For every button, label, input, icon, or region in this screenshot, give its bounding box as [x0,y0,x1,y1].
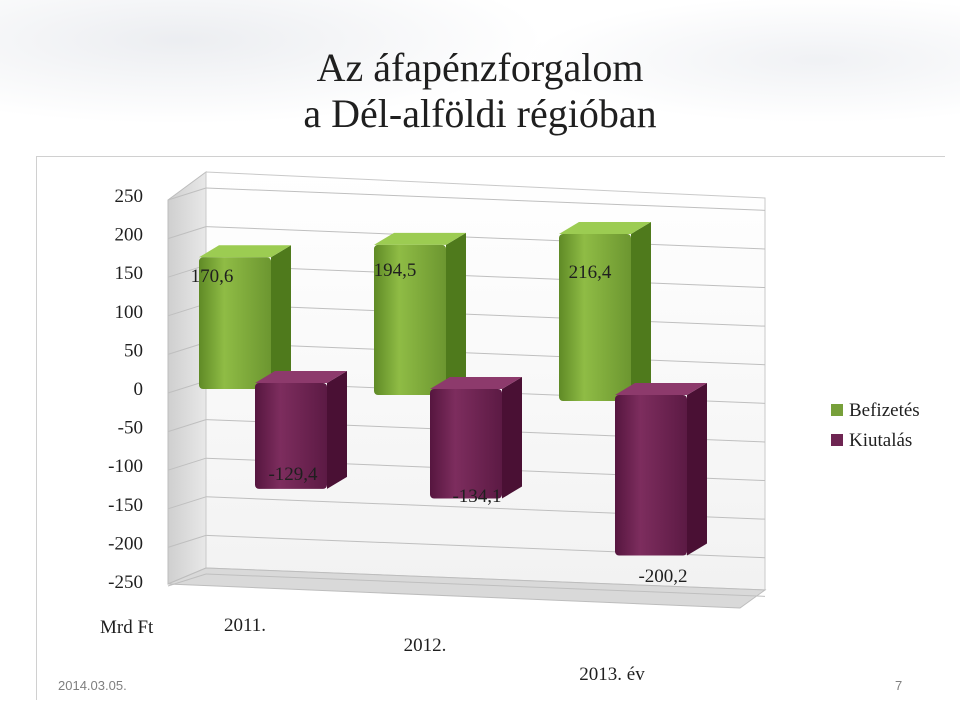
gridline-side [167,534,207,548]
x-tick-label: 2012. [404,635,447,656]
gridline-side [167,573,207,587]
bar-top [559,221,651,234]
gridline [205,226,766,250]
bars: 170,6 -129,4 194,5 -134,1 216,4 -200,2 [191,221,707,587]
y-tick-label: -150 [108,495,143,516]
bar-top [615,383,707,395]
x-tick-label: 2013. év [579,664,645,685]
legend-label: Befizetés [849,400,920,421]
slide-title-line1: Az áfapénzforgalom [316,45,644,90]
gridline-side [167,457,207,471]
bar-side [687,383,707,556]
data-label: 170,6 [191,266,234,287]
gridline-side [167,496,207,510]
y-tick-label: -250 [108,572,143,593]
bar-befizetés-1 [374,244,446,395]
unit-label: Mrd Ft [100,617,154,638]
x-axis-labels: Mrd Ft 2011. 2012. 2013. év [100,615,645,685]
slide-frame [36,156,945,700]
page-number: 7 [895,678,903,693]
bar-side [327,371,347,489]
y-tick-label: 50 [124,340,143,361]
bar-side [271,245,291,389]
y-axis-ticks: 250 200 150 100 50 0 -50 -100 -150 -200 -250 [108,186,143,593]
gridline-side [167,187,207,201]
data-label: 216,4 [569,262,612,283]
bar-befizetés-2 [559,233,631,401]
bar-kiutalás-0 [255,383,327,489]
bar-kiutalás-1 [430,389,502,499]
bar-top [374,232,466,245]
gridline [205,303,766,327]
bar-top [430,377,522,389]
y-tick-label: 250 [115,186,144,207]
gridline-side [167,226,207,240]
y-tick-label: -200 [108,533,143,554]
y-tick-label: -100 [108,456,143,477]
gridline [205,187,766,211]
legend-swatch [831,404,843,416]
legend: Befizetés Kiutalás [831,400,920,451]
y-tick-label: 100 [115,302,144,323]
slide-title-line2: a Dél-alföldi régióban [303,91,657,136]
gridline [205,264,766,289]
y-tick-label: -50 [118,418,143,439]
background-swirl [0,0,960,170]
bar-side [446,232,466,395]
data-label: 194,5 [374,260,417,281]
bar-top [255,371,347,383]
x-tick-label: 2011. [224,615,266,636]
legend-swatch [831,434,843,446]
y-tick-label: 200 [115,225,144,246]
gridline [205,573,766,597]
bar-side [631,221,651,401]
bar-side [502,377,522,499]
data-label: -134,1 [452,486,501,507]
data-label: -129,4 [268,464,318,485]
y-tick-label: 0 [134,379,144,400]
bar-top [199,245,291,258]
data-label: -200,2 [638,566,687,587]
gridline [205,341,766,366]
gridline-side [167,419,207,433]
bar-befizetés-0 [199,257,271,389]
y-tick-label: 150 [115,263,144,284]
bar-kiutalás-2 [615,395,687,556]
legend-label: Kiutalás [849,430,912,451]
footer-date: 2014.03.05. [58,678,127,693]
